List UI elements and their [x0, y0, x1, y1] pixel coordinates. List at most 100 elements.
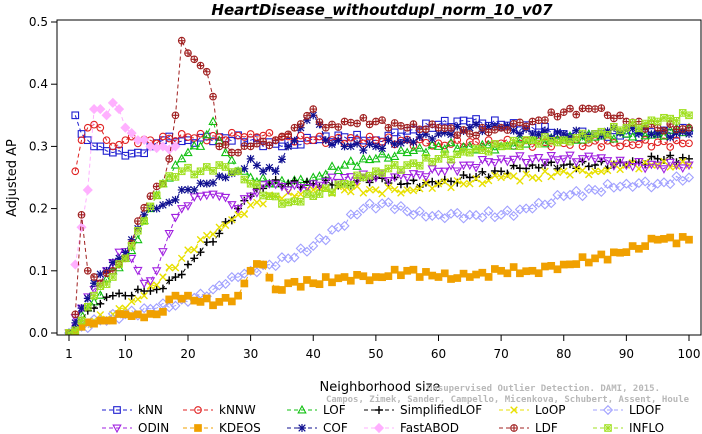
data-point — [171, 273, 180, 281]
data-point — [584, 258, 593, 267]
data-point — [290, 123, 299, 132]
data-point — [558, 191, 569, 202]
data-point — [358, 203, 369, 214]
data-point — [290, 136, 299, 145]
data-point — [491, 265, 499, 273]
data-point — [408, 145, 419, 154]
data-point — [258, 172, 268, 182]
legend-label: COF — [323, 421, 348, 434]
data-point — [209, 178, 217, 187]
data-point — [308, 180, 318, 189]
data-point — [653, 117, 662, 126]
data-point — [621, 128, 632, 138]
y-tick-label: 0.1 — [29, 264, 48, 278]
data-point — [546, 151, 556, 161]
data-point — [433, 141, 444, 150]
data-point — [566, 260, 574, 269]
data-point — [289, 252, 300, 263]
series-layer — [63, 36, 695, 335]
data-point — [527, 203, 538, 214]
data-point — [133, 285, 142, 294]
data-point — [465, 161, 475, 171]
data-point — [96, 299, 105, 308]
data-point — [184, 291, 192, 300]
data-point — [572, 134, 581, 142]
legend-label: ODIN — [138, 421, 169, 434]
data-point — [641, 119, 649, 128]
data-point — [583, 183, 594, 195]
data-point — [641, 136, 650, 144]
data-point — [615, 156, 625, 166]
y-axis: 0.0 0.1 0.2 0.3 0.4 0.5 — [29, 15, 57, 340]
x-tick-label: 70 — [493, 347, 508, 361]
data-point — [622, 139, 631, 148]
data-point — [309, 186, 318, 194]
data-point — [190, 55, 199, 64]
data-point — [383, 152, 394, 162]
data-point — [509, 172, 518, 180]
data-point — [96, 316, 105, 325]
data-point — [314, 181, 325, 191]
data-point — [133, 266, 143, 276]
data-point — [221, 163, 230, 171]
data-point — [334, 274, 343, 283]
data-point — [635, 124, 643, 133]
data-point — [659, 131, 669, 140]
data-point — [184, 163, 192, 172]
legend-marker — [298, 424, 306, 432]
data-point — [77, 304, 86, 313]
data-point — [321, 273, 330, 281]
data-point — [378, 116, 386, 124]
data-point — [678, 125, 687, 133]
legend-item-inflo: INFLO — [593, 421, 664, 434]
data-point — [165, 172, 174, 180]
data-point — [609, 133, 619, 143]
legend-marker — [375, 406, 383, 414]
data-point — [685, 123, 693, 132]
data-point — [541, 161, 549, 170]
data-point — [621, 178, 632, 189]
x-tick-label: 10 — [118, 347, 133, 361]
data-point — [415, 183, 424, 192]
data-point — [440, 150, 449, 158]
data-point — [277, 155, 286, 164]
series-line — [68, 114, 690, 334]
data-point — [603, 111, 612, 120]
data-point — [190, 245, 199, 254]
data-point — [215, 229, 224, 238]
data-point — [140, 217, 148, 225]
data-point — [184, 260, 192, 269]
data-point — [472, 174, 480, 183]
data-point — [240, 133, 249, 141]
series-odin — [64, 151, 694, 335]
data-point — [415, 184, 424, 193]
data-point — [221, 173, 230, 182]
data-point — [422, 153, 430, 162]
data-point — [127, 242, 136, 250]
data-point — [108, 258, 117, 267]
data-point — [584, 162, 593, 171]
data-point — [503, 172, 512, 180]
data-point — [534, 139, 543, 148]
data-point — [565, 151, 575, 161]
data-point — [415, 125, 424, 134]
data-point — [390, 185, 399, 194]
data-point — [115, 254, 124, 263]
data-point — [389, 151, 400, 160]
data-point — [591, 130, 599, 138]
data-point — [660, 235, 668, 243]
data-point — [290, 176, 299, 185]
data-point — [96, 282, 105, 290]
data-point — [497, 123, 505, 132]
data-point — [96, 270, 105, 279]
data-point — [321, 177, 331, 187]
data-point — [484, 122, 493, 131]
data-point — [459, 269, 468, 278]
data-point — [384, 136, 393, 145]
data-point — [77, 210, 86, 219]
data-point — [484, 136, 493, 144]
data-point — [491, 125, 499, 134]
data-point — [566, 104, 574, 113]
y-tick-label: 0.5 — [29, 15, 48, 29]
